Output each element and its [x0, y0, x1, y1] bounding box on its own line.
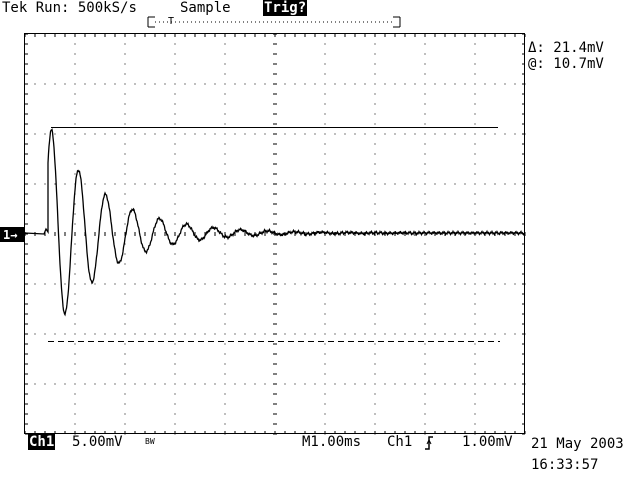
time-readout: 16:33:57	[531, 457, 599, 473]
rising-edge-icon	[425, 436, 433, 450]
run-status: Run: 500kS/s	[35, 0, 137, 16]
channel-marker-label: 1→	[3, 228, 17, 242]
channel-badge[interactable]: Ch1	[28, 434, 56, 450]
brand-label: Tek	[2, 0, 28, 16]
channel-1-waveform	[24, 128, 525, 317]
trigger-level: 1.00mV	[462, 434, 513, 450]
cursor-at-readout: @: 10.7mV	[528, 56, 604, 72]
svg-text:T: T	[168, 16, 174, 27]
bandwidth-limit-indicator: BW	[145, 437, 155, 446]
acquisition-mode: Sample	[180, 0, 231, 16]
trigger-source: Ch1	[387, 434, 413, 450]
graticule-center-axes	[24, 33, 526, 435]
trigger-status-badge: Trig?	[263, 0, 308, 16]
timebase-setting: M1.00ms	[302, 434, 362, 450]
record-length-indicator: T	[147, 16, 401, 28]
header-bar: Tek Run: 500kS/s	[2, 0, 137, 16]
cursor-delta-readout: Δ: 21.4mV	[528, 40, 604, 56]
channel-1-ground-marker[interactable]: 1→	[0, 227, 24, 242]
volts-per-div: 5.00mV	[72, 434, 123, 450]
date-readout: 21 May 2003	[531, 436, 624, 452]
